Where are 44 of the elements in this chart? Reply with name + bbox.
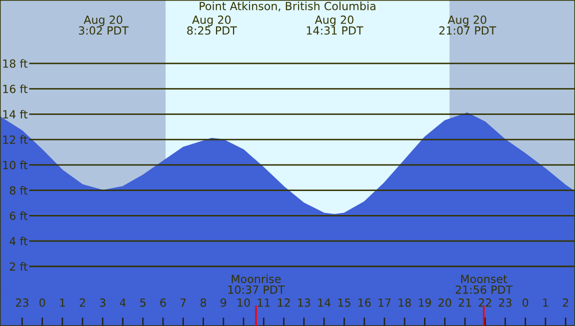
chart-title: Point Atkinson, British Columbia	[200, 2, 376, 12]
x-tick-label: 13	[298, 298, 310, 307]
x-tick-label: 7	[180, 298, 186, 307]
x-tick-label: 23	[498, 298, 512, 307]
y-tick-label: 18 ft	[3, 59, 28, 68]
annotation: Aug 20 21:07 PDT	[439, 16, 496, 35]
annotation: Aug 20 14:31 PDT	[306, 16, 364, 35]
y-tick-label: 14 ft	[3, 110, 28, 118]
annotation: Aug 20 3:02 PDT	[78, 16, 129, 35]
x-tick-label: 4	[120, 298, 126, 307]
y-tick-label: 16 ft	[3, 84, 28, 94]
y-tick-label: 10 ft	[3, 160, 28, 170]
ref-line-label: Moonrise 10:37 PDT	[228, 274, 285, 294]
annotation: Aug 20 8:25 PDT	[187, 16, 237, 35]
x-tick-label: 3	[100, 298, 106, 307]
x-tick-label: 2	[80, 298, 85, 307]
x-tick-label: 12	[278, 298, 290, 307]
x-tick-label: 5	[140, 298, 146, 307]
x-tick-label: 16	[358, 298, 371, 307]
ref-line-label: Moonset 21:56 PDT	[456, 274, 513, 294]
x-tick-label: 1	[60, 298, 65, 307]
x-tick-label: 0	[522, 298, 528, 307]
x-tick-label: 19	[418, 298, 431, 307]
x-tick-label: 20	[438, 298, 452, 307]
x-tick-label: 0	[39, 298, 46, 307]
x-tick-label: 6	[160, 298, 166, 307]
x-tick-label: 8	[200, 298, 206, 307]
y-tick-label: 8 ft	[10, 186, 28, 195]
x-tick-label: 15	[338, 298, 350, 307]
x-tick-label: 9	[220, 298, 226, 307]
y-tick-label: 12 ft	[3, 135, 28, 144]
y-tick-label: 6 ft	[10, 211, 28, 220]
x-tick-label: 14	[318, 298, 331, 307]
x-tick-label: 23	[16, 298, 28, 307]
x-tick-label: 1	[543, 298, 548, 307]
x-tick-label: 21	[458, 298, 472, 307]
x-tick-label: 11	[258, 298, 270, 307]
x-tick-label: 18	[398, 298, 411, 307]
y-tick-label: 2 ft	[10, 262, 28, 271]
x-tick-label: 2	[562, 298, 568, 307]
x-tick-label: 22	[478, 298, 492, 307]
y-tick-label: 4 ft	[10, 236, 28, 246]
x-tick-label: 17	[378, 298, 391, 307]
x-tick-label: 10	[238, 298, 250, 307]
